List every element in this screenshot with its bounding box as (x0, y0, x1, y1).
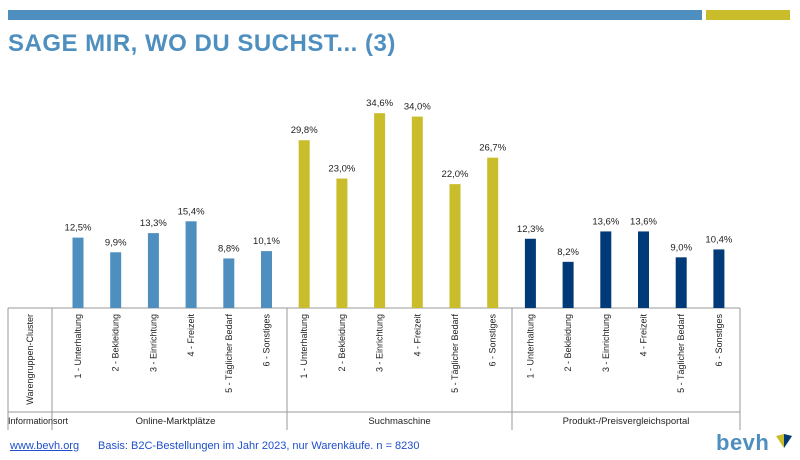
data-label: 15,4% (178, 206, 205, 217)
category-label: 6 - Sonstiges (262, 314, 272, 367)
category-label: 6 - Sonstiges (714, 314, 724, 367)
bar (524, 238, 536, 308)
bar (600, 231, 612, 308)
bar (713, 249, 725, 308)
data-label: 10,4% (705, 234, 732, 245)
category-label: 4 - Freizeit (639, 314, 649, 357)
page-title: SAGE MIR, WO DU SUCHST... (3) (8, 30, 396, 57)
data-label: 34,6% (366, 98, 393, 109)
data-label: 9,0% (670, 242, 692, 253)
data-label: 8,2% (557, 247, 579, 258)
data-label: 23,0% (328, 164, 355, 175)
category-label: 6 - Sonstiges (488, 314, 498, 367)
category-label: 1 - Unterhaltung (73, 314, 83, 379)
category-label: 1 - Unterhaltung (299, 314, 309, 379)
category-label: 1 - Unterhaltung (525, 314, 535, 379)
row-header-cluster: Warengruppen-Cluster (25, 314, 35, 405)
data-label: 13,6% (630, 216, 657, 227)
category-label: 2 - Bekleidung (111, 314, 121, 372)
data-label: 22,0% (442, 169, 469, 180)
bar-chart: Warengruppen-Cluster Informationsort 12,5%… (7, 98, 741, 430)
bar (638, 231, 649, 308)
bevh-logo: bevh (716, 430, 796, 456)
data-label: 13,6% (592, 216, 619, 227)
logo-text: bevh (716, 430, 770, 455)
category-label: 3 - Einrichtung (148, 314, 158, 372)
data-label: 29,8% (291, 125, 318, 136)
bar (675, 257, 687, 308)
bar (562, 261, 574, 308)
bar (185, 221, 197, 308)
bar (411, 116, 423, 308)
category-label: 4 - Freizeit (412, 314, 422, 357)
bar (223, 258, 235, 308)
data-label: 8,8% (218, 243, 240, 254)
data-label: 10,1% (253, 236, 280, 247)
data-label: 9,9% (105, 237, 127, 248)
bar (298, 140, 310, 308)
bar (336, 178, 348, 308)
basis-note: Basis: B2C-Bestellungen im Jahr 2023, nu… (98, 440, 420, 452)
data-label: 12,5% (65, 223, 92, 234)
group-label: Online-Marktplätze (136, 416, 216, 427)
bar (72, 237, 84, 308)
category-label: 3 - Einrichtung (601, 314, 611, 372)
category-label: 4 - Freizeit (186, 314, 196, 357)
bar (147, 233, 159, 308)
bar (110, 252, 122, 308)
category-label: 5 - Täglicher Bedarf (676, 314, 686, 393)
category-label: 2 - Bekleidung (563, 314, 573, 372)
bar (374, 113, 386, 309)
logo-mark-icon (776, 434, 792, 448)
header-stripe-gold (706, 10, 790, 20)
data-label: 34,0% (404, 102, 431, 113)
group-label: Suchmaschine (368, 416, 430, 427)
category-label: 2 - Bekleidung (337, 314, 347, 372)
bar (487, 157, 499, 308)
group-label: Produkt-/Preisvergleichsportal (563, 416, 690, 427)
website-link[interactable]: www.bevh.org (10, 440, 80, 452)
data-label: 13,3% (140, 218, 167, 229)
category-label: 3 - Einrichtung (375, 314, 385, 372)
bar (449, 184, 461, 308)
header-stripe-blue (8, 10, 702, 20)
category-label: 5 - Täglicher Bedarf (450, 314, 460, 393)
category-label: 5 - Täglicher Bedarf (224, 314, 234, 393)
data-label: 12,3% (517, 224, 544, 235)
row-header-informationsort: Informationsort (8, 416, 69, 426)
bar (261, 251, 272, 308)
data-label: 26,7% (479, 143, 506, 154)
